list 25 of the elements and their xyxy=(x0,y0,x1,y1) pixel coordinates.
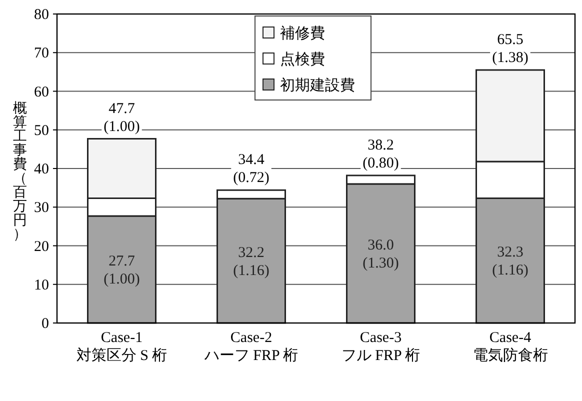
data-label: 27.7 (1.00) xyxy=(104,254,140,288)
legend-label: 補修費 xyxy=(280,25,325,42)
data-label: 32.3 (1.16) xyxy=(492,244,528,279)
total-label: 34.4 (0.72) xyxy=(233,152,270,186)
y-tick-label: 60 xyxy=(34,84,49,100)
y-tick-label: 20 xyxy=(34,238,49,255)
y-tick-label: 40 xyxy=(34,162,49,178)
data-label: 32.2 (1.16) xyxy=(233,244,270,279)
legend-label: 点検費 xyxy=(280,51,325,68)
x-tick-label: Case-4 電気防食桁 xyxy=(472,330,548,364)
y-tick-label: 50 xyxy=(34,122,49,139)
total-label: 47.7 (1.00) xyxy=(104,100,140,135)
data-label: 36.0 (1.30) xyxy=(362,237,399,272)
total-label: 65.5 (1.38) xyxy=(492,32,528,66)
y-tick-label: 10 xyxy=(34,277,49,294)
y-tick-label: 0 xyxy=(42,316,49,332)
y-tick-label: 70 xyxy=(34,46,49,62)
x-tick-label: Case-1 対策区分 S 桁 xyxy=(76,330,168,364)
total-label: 38.2 (0.80) xyxy=(362,137,399,172)
y-tick-label: 80 xyxy=(34,7,49,23)
y-tick-label: 30 xyxy=(34,200,49,216)
x-tick-label: Case-2 ハーフ FRP 桁 xyxy=(203,330,298,364)
text: 概算工事費（百万円） xyxy=(13,102,27,242)
x-tick-label: Case-3 フル FRP 桁 xyxy=(341,330,420,364)
legend-label: 初期建設費 xyxy=(280,77,355,94)
